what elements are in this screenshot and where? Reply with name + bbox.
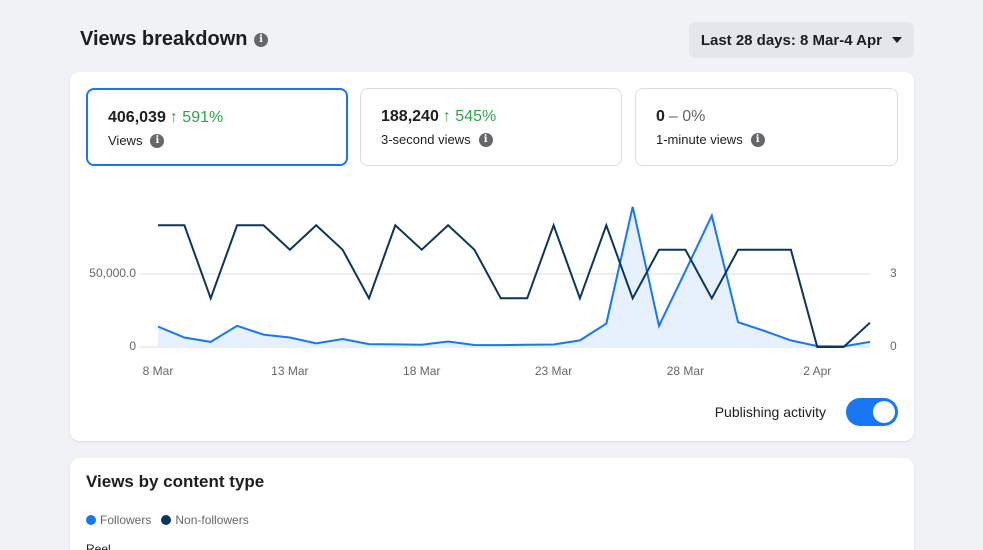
caret-down-icon <box>892 37 902 43</box>
info-icon[interactable]: i <box>478 132 493 147</box>
metric-label-row: 1-minute views i <box>656 132 765 147</box>
metric-value: 188,240 <box>381 108 439 125</box>
metric-card-3-second-views[interactable]: 188,240 ↑ 545% 3-second views i <box>360 88 622 166</box>
info-icon[interactable]: i <box>150 133 165 148</box>
x-tick-label: 28 Mar <box>667 364 704 378</box>
metric-value-row: 0– 0% <box>656 108 705 126</box>
metric-card-1-minute-views[interactable]: 0– 0% 1-minute views i <box>635 88 898 166</box>
views-series-line[interactable] <box>157 206 871 348</box>
legend-label: Non-followers <box>175 513 249 527</box>
info-icon[interactable]: i <box>254 33 268 47</box>
legend-dot <box>161 515 172 525</box>
header: Views breakdown i Last 28 days: 8 Mar-4 … <box>80 22 914 58</box>
publishing-activity-label: Publishing activity <box>714 404 826 420</box>
views-by-content-type-card: Views by content type Followers Non-foll… <box>70 458 914 550</box>
legend-dot <box>86 515 96 525</box>
metric-delta: ↑ 591% <box>169 109 224 126</box>
publishing-activity-toggle[interactable] <box>846 398 898 426</box>
x-tick-label: 23 Mar <box>535 364 572 378</box>
y-left-tick-label: 0 <box>129 339 136 353</box>
toggle-knob <box>873 401 895 423</box>
metric-delta: – 0% <box>668 108 706 125</box>
views-breakdown-card: 406,039 ↑ 591% Views i 188,240 ↑ 545% 3-se… <box>70 72 914 441</box>
legend-item-non-followers[interactable]: Non-followers <box>161 513 249 527</box>
page-title: Views breakdown <box>80 28 248 50</box>
content-row-label: Reel <box>86 542 111 550</box>
metric-label: Views <box>108 133 143 148</box>
publishing-activity-row: Publishing activity <box>715 398 898 426</box>
legend-item-followers[interactable]: Followers <box>86 513 151 527</box>
date-range-label: Last 28 days: 8 Mar-4 Apr <box>700 31 882 49</box>
legend-label: Followers <box>100 513 152 527</box>
x-tick-label: 8 Mar <box>143 364 174 378</box>
metric-label: 3-second views <box>381 132 471 147</box>
legend: Followers Non-followers <box>86 513 259 527</box>
metric-label: 1-minute views <box>656 132 743 147</box>
publishing-activity-series-line[interactable] <box>158 222 871 348</box>
date-range-dropdown[interactable]: Last 28 days: 8 Mar-4 Apr <box>688 22 914 58</box>
metric-value: 0 <box>656 108 665 125</box>
x-tick-label: 2 Apr <box>803 364 831 378</box>
metric-label-row: 3-second views i <box>381 132 493 147</box>
info-icon[interactable]: i <box>750 132 765 147</box>
views-area <box>158 206 870 347</box>
y-right-tick-label: 0 <box>890 339 897 353</box>
metric-value-row: 406,039 ↑ 591% <box>108 109 223 127</box>
metric-value-row: 188,240 ↑ 545% <box>381 108 496 126</box>
metric-value: 406,039 <box>108 109 166 126</box>
x-tick-label: 13 Mar <box>271 364 308 378</box>
y-left-tick-label: 50,000.0 <box>89 266 136 280</box>
section-title: Views by content type <box>86 472 265 491</box>
x-tick-label: 18 Mar <box>403 364 440 378</box>
metric-delta: ↑ 545% <box>442 108 497 125</box>
metric-card-views[interactable]: 406,039 ↑ 591% Views i <box>86 88 348 166</box>
views-line-chart[interactable]: 0 50,000.0 0 3 8 Mar 13 Mar 18 Mar 23 Mar 28… <box>70 192 914 387</box>
y-right-tick-label: 3 <box>890 266 897 280</box>
metric-label-row: Views i <box>108 133 165 148</box>
